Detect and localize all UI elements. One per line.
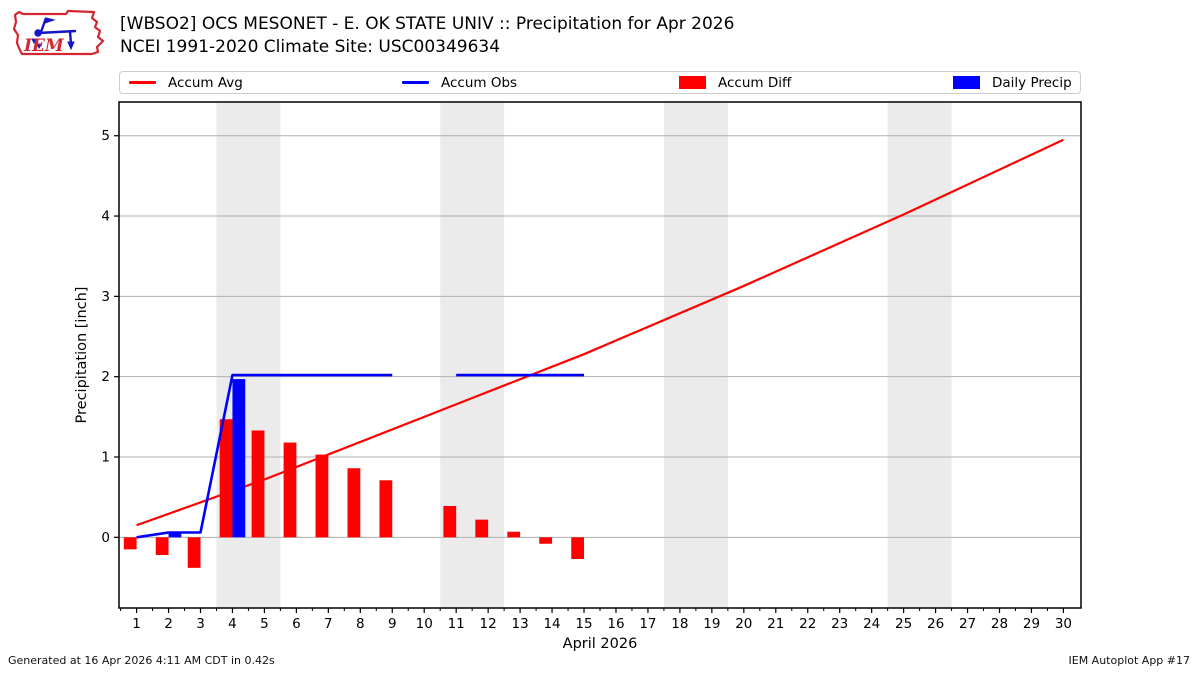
legend-item-accum-diff: Accum Diff (679, 72, 791, 93)
chart-legend: Accum Avg Accum Obs Accum Diff Daily Precip (119, 71, 1081, 94)
chart-header: [WBSO2] OCS MESONET - E. OK STATE UNIV :… (120, 13, 1120, 59)
x-tick-label: 3 (196, 616, 205, 632)
iowa-outline-icon: IEM (12, 9, 105, 56)
accum-diff-bar-day-15 (571, 537, 585, 560)
y-tick-label: 1 (101, 450, 110, 466)
accum-diff-bar-day-2 (155, 537, 169, 555)
y-tick-label: 2 (101, 369, 110, 385)
x-tick-label: 26 (927, 616, 944, 632)
accum-diff-bar-day-6 (283, 442, 297, 538)
legend-line-swatch (402, 81, 429, 84)
x-tick-label: 15 (575, 616, 592, 632)
daily-precip-bar-day-4 (232, 379, 246, 538)
wind-vane-icon (31, 17, 77, 51)
accum-diff-bar-day-5 (251, 430, 265, 538)
app-credit-text: IEM Autoplot App #17 (1068, 654, 1191, 667)
weekend-band (887, 102, 952, 608)
x-tick-label: 13 (512, 616, 529, 632)
chart-title: [WBSO2] OCS MESONET - E. OK STATE UNIV :… (120, 14, 735, 34)
x-tick-label: 12 (480, 616, 497, 632)
accum-diff-bar-day-9 (379, 480, 393, 538)
x-tick-label: 28 (991, 616, 1008, 632)
accum-diff-bar-day-12 (475, 519, 489, 538)
x-tick-label: 11 (448, 616, 465, 632)
chart-subtitle: NCEI 1991-2020 Climate Site: USC00349634 (120, 37, 501, 57)
x-tick-label: 21 (767, 616, 784, 632)
legend-item-daily-precip: Daily Precip (953, 72, 1072, 93)
x-tick-label: 23 (831, 616, 848, 632)
x-tick-label: 14 (543, 616, 560, 632)
y-tick-label: 4 (101, 209, 110, 225)
legend-line-swatch (129, 81, 156, 84)
x-tick-label: 7 (324, 616, 333, 632)
y-axis-label: Precipitation [inch] (74, 287, 90, 424)
accum-diff-bar-day-8 (347, 468, 361, 538)
accum-diff-bar-day-11 (443, 505, 457, 538)
x-tick-label: 6 (292, 616, 301, 632)
legend-label: Accum Obs (441, 74, 518, 91)
x-tick-label: 20 (735, 616, 752, 632)
x-tick-label: 8 (356, 616, 365, 632)
x-tick-label: 17 (639, 616, 656, 632)
accum-diff-bar-day-14 (539, 537, 553, 544)
legend-label: Accum Avg (168, 74, 243, 91)
weekend-band (663, 102, 728, 608)
x-tick-label: 1 (132, 616, 141, 632)
x-tick-label: 10 (416, 616, 433, 632)
y-tick-label: 5 (101, 128, 110, 144)
x-tick-label: 18 (671, 616, 688, 632)
x-tick-label: 25 (895, 616, 912, 632)
accum-diff-bar-day-4 (219, 419, 233, 538)
y-tick-label: 0 (101, 530, 110, 546)
accum-obs-polyline (136, 373, 393, 539)
x-tick-label: 4 (228, 616, 237, 632)
x-tick-label: 27 (959, 616, 976, 632)
accum-diff-bar-day-3 (187, 537, 201, 568)
accum-diff-bar-day-7 (315, 454, 329, 538)
iem-logo: IEM (8, 6, 108, 62)
accum-diff-bars (123, 419, 585, 568)
generated-at-text: Generated at 16 Apr 2026 4:11 AM CDT in … (8, 654, 275, 667)
legend-label: Accum Diff (718, 74, 792, 91)
x-tick-label: 5 (260, 616, 269, 632)
y-axis: 0 1 2 3 4 5 Precipitation [inch] (74, 128, 119, 546)
accum-diff-bar-day-1 (123, 537, 137, 550)
legend-item-accum-avg: Accum Avg (129, 72, 243, 93)
accum-diff-bar-day-13 (507, 531, 521, 538)
x-tick-label: 29 (1023, 616, 1040, 632)
y-gridlines (119, 135, 1081, 538)
x-tick-label: 22 (799, 616, 816, 632)
y-tick-label: 3 (101, 289, 110, 305)
x-tick-label: 9 (388, 616, 397, 632)
x-axis-label: April 2026 (563, 636, 638, 652)
legend-rect-swatch (679, 76, 706, 89)
logo-text: IEM (23, 36, 65, 56)
x-tick-label: 19 (703, 616, 720, 632)
legend-rect-swatch (953, 76, 980, 89)
weekend-bands (216, 102, 952, 608)
x-tick-label: 24 (863, 616, 880, 632)
x-tick-label: 30 (1055, 616, 1072, 632)
x-tick-label: 16 (607, 616, 624, 632)
legend-item-accum-obs: Accum Obs (402, 72, 517, 93)
daily-precip-bars (168, 379, 246, 538)
accum-obs-line (136, 373, 585, 539)
x-tick-label: 2 (164, 616, 173, 632)
daily-precip-bar-day-2 (168, 532, 182, 538)
x-axis: 1 2 3 4 5 6 7 8 9 10 11 12 13 14 15 16 17 18 19 20 21 22 23 24 2… (120, 608, 1072, 652)
legend-label: Daily Precip (992, 74, 1072, 91)
